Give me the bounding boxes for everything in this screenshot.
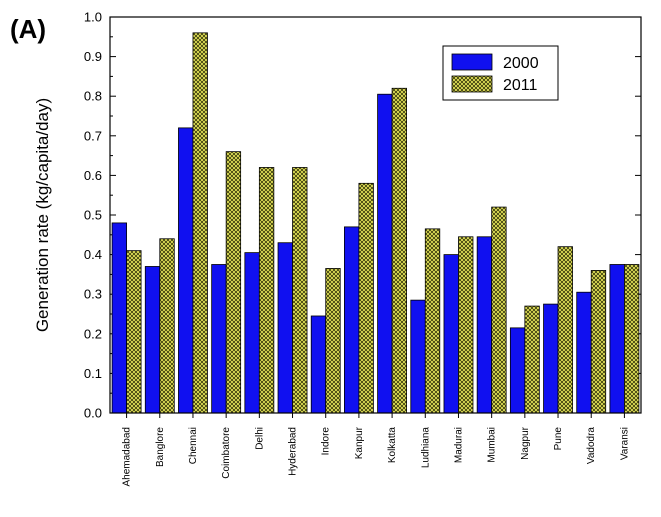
legend-label-2000: 2000 bbox=[503, 55, 539, 72]
x-category-labels: Ahemadabad Banglore Chennai Coimbatore Delhi… bbox=[122, 426, 631, 486]
bar-2011-vadodra bbox=[590, 270, 607, 414]
y-tick-label: 0.4 bbox=[84, 247, 102, 262]
bar-2011-hyderabad bbox=[292, 167, 308, 414]
y-axis-title: Generation rate (kg/capita/day) bbox=[33, 98, 52, 332]
x-category-label: Banglore bbox=[155, 427, 166, 467]
x-category-label: Hyderabad bbox=[288, 427, 299, 476]
bar-2011-chennai bbox=[192, 32, 208, 414]
legend-label-2011: 2011 bbox=[503, 77, 538, 94]
legend: 2000 2011 bbox=[442, 45, 559, 101]
bar-2000-mumbai bbox=[476, 236, 493, 414]
bar-2011-pune bbox=[557, 246, 573, 414]
x-category-label: Kanpur bbox=[354, 426, 365, 459]
x-category-label: Kolkatta bbox=[387, 427, 398, 464]
y-tick-labels: 0.0 0.1 0.2 0.3 0.4 0.5 0.6 0.7 0.8 0.9 1.0 bbox=[84, 10, 102, 421]
y-tick-label: 1.0 bbox=[84, 10, 102, 25]
y-tick-label: 0.8 bbox=[84, 89, 102, 104]
y-tick-label: 0.5 bbox=[84, 208, 102, 223]
bar-2000-hyderabad bbox=[277, 242, 293, 414]
plot-frame bbox=[109, 16, 642, 414]
bar-2000-chennai bbox=[178, 127, 194, 414]
x-category-label: Ludhiana bbox=[420, 427, 431, 469]
x-category-label: Delhi bbox=[254, 427, 265, 450]
legend-swatch-2011 bbox=[451, 75, 493, 93]
x-category-label: Madurai bbox=[453, 427, 464, 463]
y-tick-label: 0.1 bbox=[84, 366, 102, 381]
x-category-label: Pune bbox=[553, 427, 564, 451]
panel-label: (A) bbox=[10, 14, 46, 44]
x-category-label: Chennai bbox=[188, 427, 199, 464]
x-category-label: Indore bbox=[321, 427, 332, 456]
bar-2000-vadodra bbox=[576, 291, 592, 414]
bars bbox=[111, 32, 640, 414]
bar-2011-madurai bbox=[458, 236, 474, 414]
bar-2011-banglore bbox=[159, 238, 175, 414]
bar-2000-coimbatore bbox=[211, 264, 227, 414]
bar-2011-coimbatore bbox=[225, 151, 242, 414]
bar-2000-pune bbox=[543, 303, 559, 414]
bar-2000-banglore bbox=[144, 266, 161, 414]
bar-2000-nagpur bbox=[509, 327, 526, 414]
x-category-label: Coimbatore bbox=[221, 427, 232, 479]
bar-2011-mumbai bbox=[491, 206, 507, 414]
y-tick-label: 0.6 bbox=[84, 168, 102, 183]
y-tick-label: 0.3 bbox=[84, 287, 102, 302]
bar-2000-kolkatta bbox=[377, 93, 393, 414]
bar-2011-ludhiana bbox=[424, 228, 441, 414]
x-category-label: Nagpur bbox=[520, 426, 531, 459]
x-category-label: Ahemadabad bbox=[122, 427, 133, 487]
y-tick-label: 0.9 bbox=[84, 49, 102, 64]
y-tick-label: 0.0 bbox=[84, 406, 102, 421]
x-category-label: Vadodra bbox=[586, 427, 597, 465]
bar-2011-indore bbox=[325, 268, 341, 414]
bar-2011-varansi bbox=[624, 264, 640, 414]
bar-2011-delhi bbox=[258, 167, 275, 414]
y-tick-label: 0.7 bbox=[84, 128, 102, 143]
bar-2000-varansi bbox=[609, 264, 625, 414]
y-tick-label: 0.2 bbox=[84, 326, 102, 341]
bar-2011-nagpur bbox=[524, 305, 540, 414]
legend-swatch-2000 bbox=[451, 53, 493, 71]
bar-2011-kolkatta bbox=[391, 87, 407, 414]
x-category-label: Mumbai bbox=[487, 427, 498, 463]
bar-2000-delhi bbox=[244, 252, 260, 414]
bar-2000-kanpur bbox=[344, 226, 360, 414]
bar-2000-ahemadabad bbox=[111, 222, 127, 414]
bar-2011-ahemadabad bbox=[126, 250, 142, 414]
bar-2000-madurai bbox=[443, 254, 459, 414]
bar-2000-indore bbox=[310, 315, 327, 414]
bar-2011-kanpur bbox=[358, 182, 374, 414]
bar-2000-ludhiana bbox=[410, 299, 426, 414]
x-category-label: Varansi bbox=[619, 427, 630, 460]
